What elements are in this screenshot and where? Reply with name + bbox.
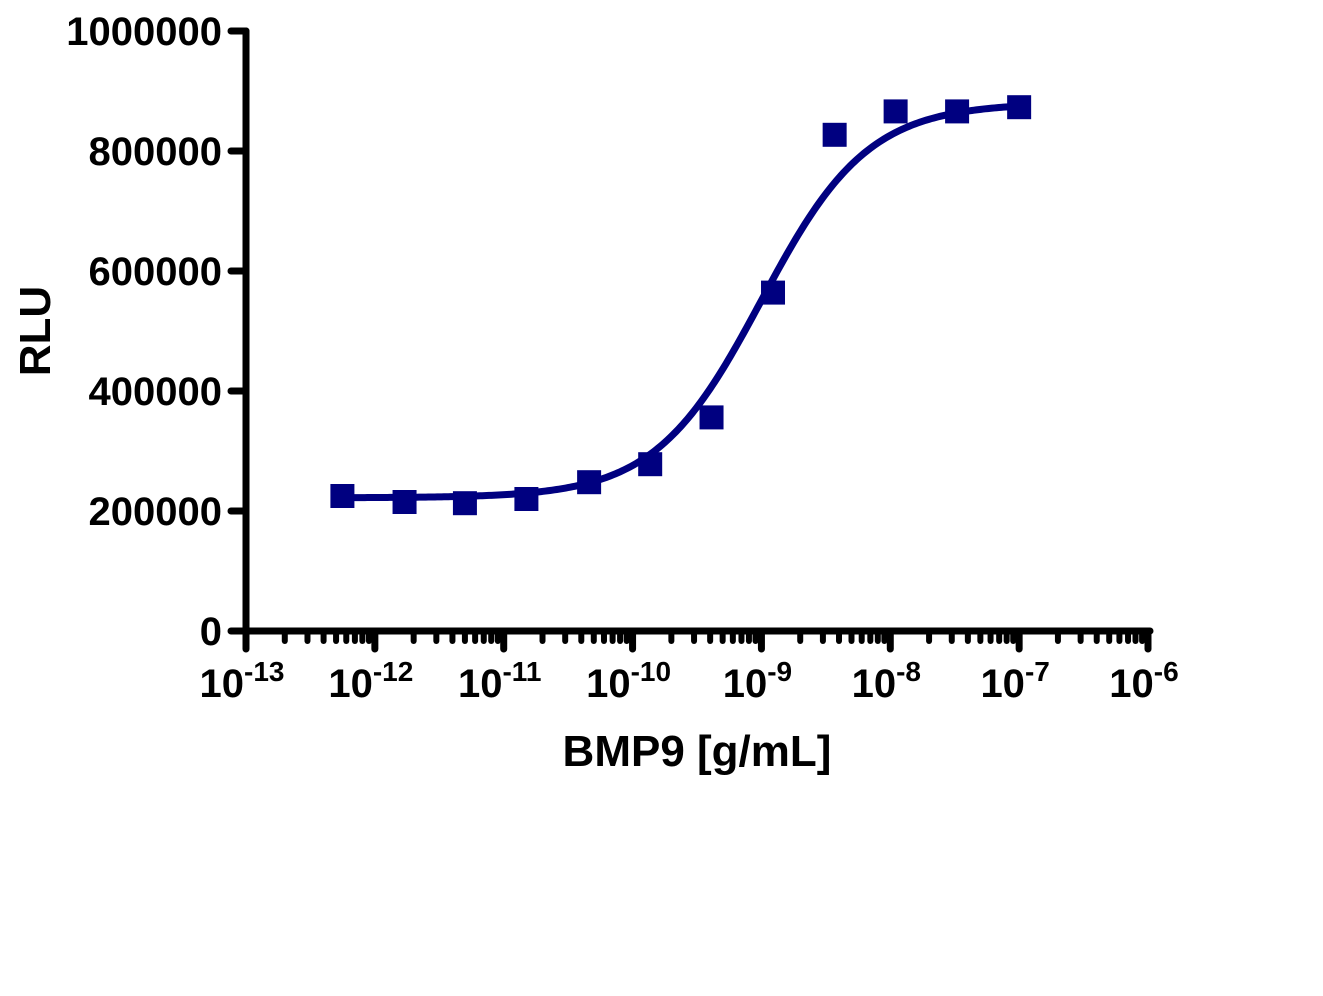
data-point-marker (699, 405, 724, 430)
data-points (330, 95, 1032, 516)
x-tick-label: 10-8 (852, 656, 921, 706)
y-tick-label: 800000 (89, 130, 222, 174)
x-tick-label: 10-12 (328, 656, 413, 706)
data-point-marker (452, 491, 477, 516)
y-tick-label: 600000 (89, 250, 222, 294)
x-axis-ticks: 10-13 10-12 10-11 10-10 10-9 10-8 10-7 10-6 (200, 627, 1179, 706)
fit-curve (341, 102, 1021, 502)
data-point-marker (638, 452, 663, 477)
x-tick-label: 10-13 (200, 656, 285, 706)
y-axis-ticks: 0 200000 400000 600000 800000 1000000 (66, 10, 250, 654)
x-tick-label: 10-11 (458, 656, 541, 706)
data-point-marker (330, 484, 355, 508)
data-point-marker (822, 122, 847, 147)
x-axis-title: BMP9 [g/mL] (563, 727, 832, 776)
x-tick-label: 10-9 (723, 656, 792, 706)
x-tick-label: 10-6 (1109, 656, 1178, 706)
y-axis-title: RLU (11, 286, 60, 376)
y-tick-label: 0 (200, 610, 222, 654)
y-tick-label: 1000000 (66, 10, 222, 54)
data-point-marker (392, 490, 417, 514)
sigmoid-fit-line (341, 102, 1021, 502)
data-point-marker (883, 99, 908, 124)
data-point-marker (1007, 95, 1032, 120)
data-point-marker (514, 487, 539, 511)
y-tick-label: 200000 (89, 490, 222, 534)
y-tick-label: 400000 (89, 370, 222, 414)
x-tick-label: 10-7 (980, 656, 1049, 706)
data-point-marker (945, 99, 970, 124)
axes (239, 27, 1154, 638)
data-point-marker (577, 470, 602, 495)
data-point-marker (761, 280, 786, 305)
x-tick-label: 10-10 (586, 656, 671, 706)
